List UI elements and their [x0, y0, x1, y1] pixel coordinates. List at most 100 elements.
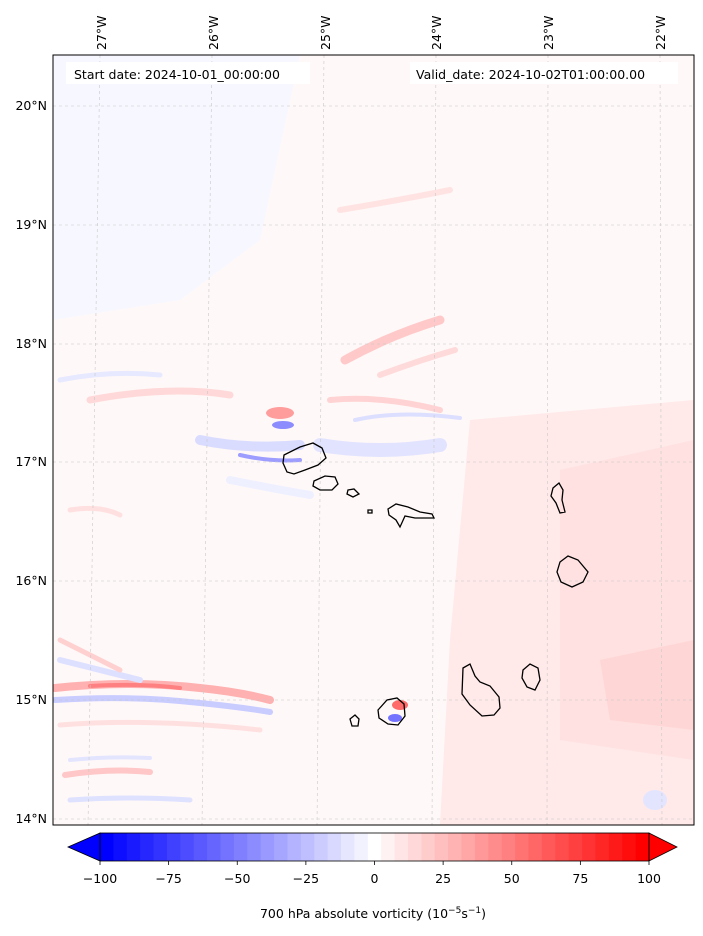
colorbar-extend-low	[67, 832, 101, 862]
colorbar-tick-label: 100	[637, 871, 661, 886]
colorbar-cell	[448, 833, 463, 861]
valid-date-label: Valid_date: 2024-10-02T01:00:00.00	[416, 67, 645, 82]
map-panel: Start date: 2024-10-01_00:00:00 Valid_da…	[52, 54, 695, 826]
colorbar-cell	[153, 833, 168, 861]
colorbar-cell	[314, 833, 329, 861]
colorbar-cell	[287, 833, 302, 861]
field-streak	[238, 453, 302, 463]
vorticity-field	[53, 55, 694, 825]
lat-tick-label: 15°N	[15, 692, 47, 707]
colorbar-cell	[461, 833, 476, 861]
lat-tick-label: 18°N	[15, 336, 47, 351]
gridlines	[53, 55, 694, 825]
field-streak	[195, 435, 305, 452]
lat-tick-label: 14°N	[15, 811, 47, 826]
colorbar-label-end: )	[481, 906, 486, 921]
coastlines	[282, 442, 589, 727]
gridline-lon-24	[431, 55, 437, 825]
colorbar-tick-label: −100	[83, 871, 117, 886]
colorbar-cell	[501, 833, 516, 861]
colorbar-cell	[394, 833, 409, 861]
colorbar-cell	[260, 833, 275, 861]
field-streak	[226, 476, 314, 499]
lat-tick-label: 16°N	[15, 573, 47, 588]
lon-tick-labels: 27°W 26°W 25°W 24°W 23°W 22°W	[94, 15, 668, 50]
field-streak	[62, 767, 153, 778]
colorbar-tick-label: 0	[371, 871, 379, 886]
field-streak	[67, 505, 123, 518]
colorbar-cell	[515, 833, 530, 861]
field-patch	[53, 55, 300, 320]
colorbar-cell	[434, 833, 449, 861]
field-streak	[353, 412, 462, 422]
field-blob	[266, 407, 294, 419]
colorbar-cell	[300, 833, 315, 861]
field-blob	[643, 790, 667, 810]
colorbar-cell	[595, 833, 610, 861]
map-frame	[52, 54, 695, 826]
island-fogo	[377, 697, 406, 726]
colorbar: −100 −75 −50 −25 0 25 50 75 100 700 hPa absolute…	[67, 832, 678, 921]
valid-date-box	[410, 62, 678, 84]
field-streak	[327, 395, 443, 413]
colorbar-cell	[247, 833, 262, 861]
colorbar-cell	[193, 833, 208, 861]
colorbar-cell	[113, 833, 128, 861]
colorbar-cell	[220, 833, 235, 861]
colorbar-cell	[622, 833, 637, 861]
island-santiago	[461, 663, 501, 717]
colorbar-ticks: −100 −75 −50 −25 0 25 50 75 100	[83, 861, 661, 886]
island-santo-antao	[282, 442, 327, 475]
start-date-box	[66, 62, 310, 84]
lat-tick-label: 17°N	[15, 454, 47, 469]
island-sao-nicolau	[387, 503, 436, 529]
colorbar-cell	[341, 833, 356, 861]
colorbar-cell	[407, 833, 422, 861]
lon-tick-label: 22°W	[653, 15, 668, 50]
colorbar-label-mid: s	[461, 906, 468, 921]
colorbar-cell	[166, 833, 181, 861]
island-santa-luzia	[346, 488, 361, 498]
colorbar-cell	[541, 833, 556, 861]
field-streak	[337, 187, 453, 213]
field-blob	[272, 421, 294, 429]
colorbar-tick-label: 50	[504, 871, 520, 886]
lat-tick-label: 20°N	[15, 98, 47, 113]
field-streak	[53, 695, 273, 715]
field-streak	[57, 657, 143, 683]
colorbar-cell	[327, 833, 342, 861]
gridline-lon-26	[201, 55, 213, 825]
colorbar-tick-label: −25	[293, 871, 319, 886]
colorbar-label-exp1: −5	[448, 906, 461, 916]
field-streak	[86, 387, 234, 404]
lon-tick-label: 23°W	[541, 15, 556, 50]
colorbar-cell	[100, 833, 114, 861]
field-streak	[68, 755, 152, 762]
colorbar-cell	[488, 833, 503, 861]
colorbar-cell	[126, 833, 141, 861]
colorbar-cell	[140, 833, 155, 861]
colorbar-cells	[100, 833, 650, 861]
lat-tick-label: 19°N	[15, 217, 47, 232]
gridline-lon-22	[659, 55, 663, 825]
colorbar-tick-label: 75	[572, 871, 588, 886]
colorbar-cell	[233, 833, 248, 861]
colorbar-cell	[381, 833, 396, 861]
island-boa-vista	[556, 555, 589, 588]
island-brava	[349, 714, 360, 727]
colorbar-cell	[528, 833, 543, 861]
field-streak	[67, 795, 193, 803]
field-streak	[340, 315, 445, 365]
colorbar-cell	[568, 833, 583, 861]
colorbar-cell	[180, 833, 195, 861]
colorbar-cell	[635, 833, 650, 861]
field-streak	[57, 637, 123, 673]
colorbar-cell	[474, 833, 489, 861]
colorbar-cell	[207, 833, 222, 861]
field-streak	[313, 438, 447, 457]
island-maio	[521, 663, 541, 691]
field-blob	[392, 700, 408, 710]
field-streak	[377, 347, 458, 378]
colorbar-cell	[421, 833, 436, 861]
